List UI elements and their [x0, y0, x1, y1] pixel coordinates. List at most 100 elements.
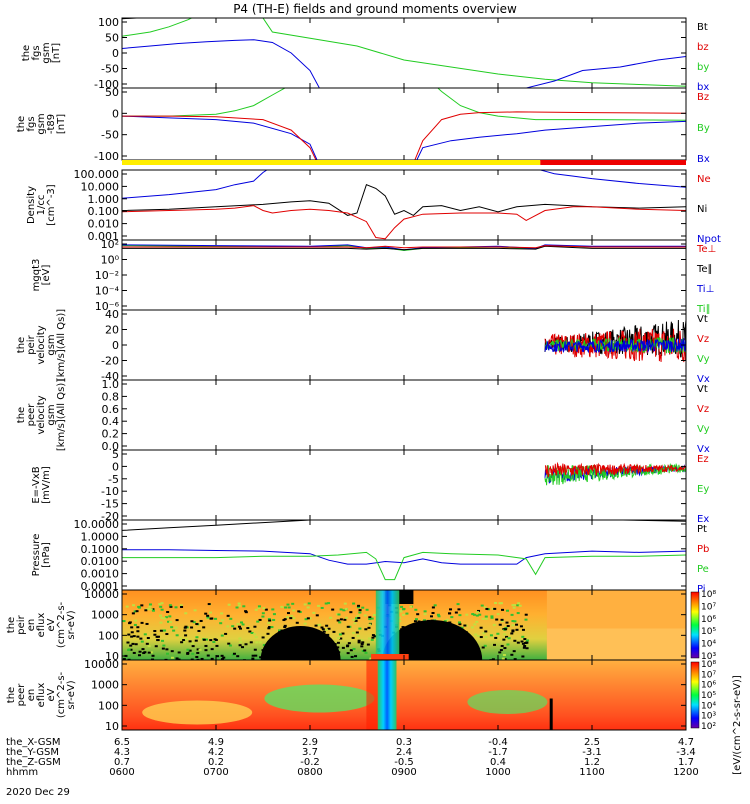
ephemeris-value: 1200	[673, 767, 698, 778]
heatmap-cell	[507, 637, 511, 640]
heatmap-cell	[210, 657, 214, 660]
y-label-line: velocity	[36, 325, 47, 364]
y-tick-label: 0.2	[102, 428, 120, 441]
date-label: 2020 Dec 29	[6, 787, 70, 798]
heatmap-cell	[174, 626, 178, 629]
heatmap-cell	[132, 604, 136, 607]
panel-efield: 50-5-10-15-20 E=-VxB [mV/m] Ez Ey Ex	[31, 448, 709, 525]
heatmap-cell	[500, 618, 504, 621]
heatmap-cell	[175, 619, 179, 622]
heatmap-cell	[133, 623, 137, 626]
heatmap-cell	[175, 634, 179, 637]
legend-entry: Pi	[697, 584, 706, 595]
heatmap-cell	[151, 658, 155, 660]
heatmap-cell	[307, 602, 311, 605]
heatmap-cell	[165, 648, 169, 651]
heatmap-cell	[481, 617, 485, 620]
heatmap-cell	[352, 647, 356, 650]
heatmap-cell	[262, 607, 266, 610]
heatmap-cell	[485, 607, 489, 610]
y-axis-label: the peir en eflux eV (cm^2-s-sr-eV)	[6, 601, 77, 648]
heatmap-cell	[154, 645, 158, 648]
heatmap-cell	[196, 648, 200, 651]
heatmap-cell	[182, 641, 186, 644]
heatmap-cell	[267, 618, 271, 621]
heatmap-cell	[458, 614, 462, 617]
heatmap-cell	[306, 617, 310, 620]
y-label-line: -t89	[46, 114, 57, 134]
series-Npot	[122, 170, 686, 199]
heatmap-cell	[361, 606, 365, 609]
heatmap-cell	[130, 631, 134, 634]
ephemeris-value: 0800	[297, 767, 322, 778]
heatmap-cell	[515, 623, 519, 626]
heatmap-cell	[133, 610, 137, 613]
ephemeris-value: 2.4	[396, 747, 412, 758]
panel-fgs: 100 50 0 -50 -100 the fgs gsm [nT] Bt bz by bx	[21, 16, 709, 93]
heatmap-cell	[503, 658, 507, 660]
heatmap-cell	[524, 618, 528, 621]
series-Pi	[122, 549, 686, 565]
heatmap-cell	[236, 655, 240, 658]
y-tick-label: 10²	[101, 238, 119, 251]
y-tick-label: 50	[105, 32, 119, 45]
heatmap-cell	[512, 606, 516, 609]
heatmap-cell	[258, 618, 262, 621]
heatmap-cell	[250, 631, 254, 634]
heatmap-cell	[190, 626, 194, 629]
heatmap-cell	[303, 622, 307, 625]
heatmap-cell	[140, 604, 144, 607]
y-label-line: (cm^2-s-	[56, 671, 67, 718]
heatmap-cell	[122, 620, 126, 623]
legend-entry: Ne	[697, 174, 711, 185]
heatmap-cell	[149, 651, 153, 654]
heatmap-cell	[317, 604, 321, 607]
heatmap-cell	[267, 627, 271, 630]
heatmap-cell	[346, 644, 350, 647]
y-label-line: the	[16, 337, 27, 353]
heatmap-cell	[525, 647, 529, 650]
heatmap-cell	[471, 613, 475, 616]
ephemeris-value: 0.4	[490, 757, 506, 768]
heatmap-cell	[363, 614, 367, 617]
y-tick-label: -5	[108, 473, 119, 486]
heatmap-cell	[141, 648, 145, 651]
ephemeris-value: 6.5	[114, 737, 130, 748]
series-Te∥	[122, 245, 686, 251]
heatmap-cell	[364, 628, 368, 631]
heatmap-cell	[170, 650, 174, 653]
heatmap-cell	[179, 604, 183, 607]
panel-frame	[121, 519, 687, 591]
heatmap-cell	[270, 626, 274, 629]
heatmap-cell	[239, 627, 243, 630]
legend-entry: Ez	[697, 454, 709, 465]
heatmap-cell	[338, 633, 342, 636]
heatmap-cell	[219, 622, 223, 625]
heatmap-cell	[239, 621, 243, 624]
heatmap-cell	[244, 610, 248, 613]
heatmap-cell	[159, 629, 163, 632]
heatmap-cell	[164, 616, 168, 619]
heatmap-cell	[248, 630, 252, 633]
heatmap-cell	[292, 617, 296, 620]
heatmap-cell	[521, 642, 525, 645]
heatmap-cell	[510, 613, 514, 616]
heatmap-cell	[360, 639, 364, 642]
heatmap-cell	[506, 637, 510, 640]
heatmap-cell	[366, 643, 370, 646]
heatmap-cell	[500, 620, 504, 623]
panel-peer_vel: 1.00.80.60.40.20.0 the peer velocity gsm [km/…	[16, 378, 710, 455]
heatmap-cell	[357, 641, 361, 644]
heatmap-cell	[292, 609, 296, 612]
heatmap-cell	[254, 654, 258, 657]
colorbar-tick-label: 10⁸	[701, 590, 716, 600]
ephemeris-rows: the_X-GSM 6.5 4.9 2.9 0.3 -0.4 2.5 4.7 the_Y-GSM…	[6, 737, 699, 778]
heatmap-cell	[463, 624, 467, 627]
heatmap-cell	[297, 610, 301, 613]
colorbar-tick-label: 10⁶	[701, 615, 716, 625]
ephemeris-value: 1.2	[584, 757, 600, 768]
heatmap-cell	[448, 612, 452, 615]
heatmap-cell	[513, 639, 517, 642]
heatmap-cell	[502, 638, 506, 641]
heatmap-cell	[401, 613, 405, 616]
